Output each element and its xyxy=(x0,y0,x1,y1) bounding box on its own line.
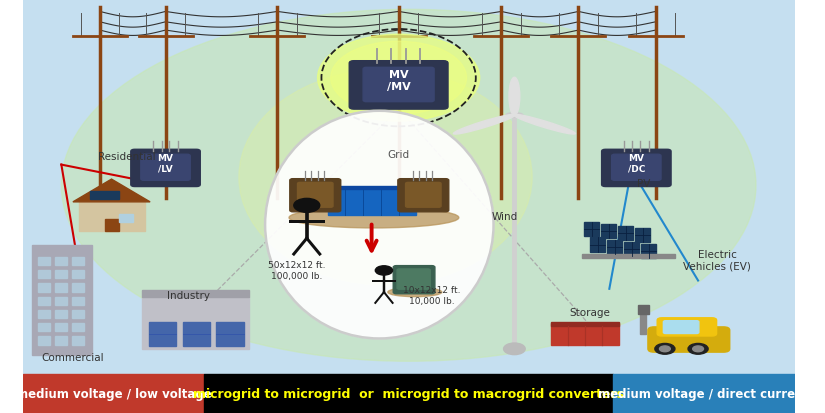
Bar xyxy=(38,257,50,266)
Text: MV
/LV: MV /LV xyxy=(158,154,173,173)
Ellipse shape xyxy=(454,115,515,135)
Bar xyxy=(72,271,83,279)
FancyBboxPatch shape xyxy=(611,155,661,181)
Bar xyxy=(638,306,648,314)
Bar xyxy=(23,374,204,413)
Ellipse shape xyxy=(239,70,532,285)
FancyBboxPatch shape xyxy=(394,266,435,294)
Bar xyxy=(328,188,417,216)
Ellipse shape xyxy=(289,208,459,228)
Bar xyxy=(634,228,650,242)
Bar xyxy=(38,271,50,279)
Bar xyxy=(551,322,620,326)
FancyBboxPatch shape xyxy=(141,155,191,181)
Bar xyxy=(182,323,210,347)
Bar xyxy=(55,297,67,305)
Text: PV: PV xyxy=(638,179,651,189)
Bar xyxy=(624,242,639,256)
Circle shape xyxy=(659,346,670,352)
Bar xyxy=(38,297,50,305)
Ellipse shape xyxy=(506,114,523,118)
FancyBboxPatch shape xyxy=(298,183,333,208)
Text: medium voltage / low voltage: medium voltage / low voltage xyxy=(16,387,211,400)
Bar xyxy=(143,297,249,349)
Bar xyxy=(582,254,675,258)
Text: MV
/DC: MV /DC xyxy=(628,154,645,173)
Circle shape xyxy=(503,343,526,355)
Ellipse shape xyxy=(509,78,520,116)
FancyBboxPatch shape xyxy=(601,150,671,187)
FancyBboxPatch shape xyxy=(363,68,434,102)
Bar xyxy=(38,284,50,292)
Text: Grid: Grid xyxy=(388,150,410,160)
FancyBboxPatch shape xyxy=(131,150,200,187)
Bar xyxy=(216,323,244,347)
Bar xyxy=(38,337,50,345)
Bar xyxy=(55,257,67,266)
Text: Residential: Residential xyxy=(98,152,156,162)
Ellipse shape xyxy=(61,10,756,361)
FancyBboxPatch shape xyxy=(398,179,449,212)
Bar xyxy=(143,291,249,297)
FancyBboxPatch shape xyxy=(663,321,699,334)
Circle shape xyxy=(655,344,675,354)
Circle shape xyxy=(318,35,479,122)
FancyBboxPatch shape xyxy=(658,318,717,336)
Bar xyxy=(618,226,634,240)
Bar xyxy=(584,222,599,236)
Bar xyxy=(55,310,67,318)
FancyBboxPatch shape xyxy=(406,183,441,208)
Text: Storage: Storage xyxy=(569,307,610,317)
Bar xyxy=(106,220,120,231)
Bar xyxy=(72,297,83,305)
Circle shape xyxy=(688,344,708,354)
Ellipse shape xyxy=(265,112,493,339)
Bar xyxy=(90,192,120,199)
Bar xyxy=(72,284,83,292)
Bar xyxy=(641,244,657,258)
FancyBboxPatch shape xyxy=(397,269,431,290)
Bar xyxy=(328,186,417,190)
Bar xyxy=(204,374,613,413)
Ellipse shape xyxy=(388,288,442,297)
Circle shape xyxy=(294,199,320,213)
Bar xyxy=(72,310,83,318)
Bar xyxy=(55,271,67,279)
Text: Wind: Wind xyxy=(492,212,518,222)
Polygon shape xyxy=(73,180,150,202)
Text: Industry: Industry xyxy=(167,290,210,300)
Bar xyxy=(640,310,646,335)
FancyBboxPatch shape xyxy=(349,62,448,110)
Bar xyxy=(32,246,92,355)
Bar xyxy=(79,202,144,231)
Bar xyxy=(607,240,622,254)
Bar xyxy=(38,310,50,318)
FancyBboxPatch shape xyxy=(290,179,341,212)
Text: microgrid to microgrid  or  microgrid to macrogrid converters: microgrid to microgrid or microgrid to m… xyxy=(193,387,625,400)
Bar xyxy=(148,323,177,347)
Bar xyxy=(55,284,67,292)
Text: Electric
Vehicles (EV): Electric Vehicles (EV) xyxy=(683,249,752,271)
Bar xyxy=(120,215,133,222)
Circle shape xyxy=(693,346,704,352)
FancyBboxPatch shape xyxy=(648,327,730,352)
Text: 10x12x12 ft.
10,000 lb.: 10x12x12 ft. 10,000 lb. xyxy=(403,286,460,305)
Text: MV
/MV: MV /MV xyxy=(387,70,411,91)
Text: Commercial: Commercial xyxy=(41,352,104,362)
Circle shape xyxy=(331,42,467,115)
Bar xyxy=(38,323,50,332)
Bar xyxy=(613,374,794,413)
Bar xyxy=(72,323,83,332)
Bar xyxy=(72,337,83,345)
Bar xyxy=(72,257,83,266)
Ellipse shape xyxy=(514,115,575,135)
Circle shape xyxy=(375,266,393,275)
Bar xyxy=(55,337,67,345)
Bar xyxy=(590,238,606,252)
Bar xyxy=(55,323,67,332)
Bar xyxy=(601,224,616,238)
Text: 50x12x12 ft.
100,000 lb.: 50x12x12 ft. 100,000 lb. xyxy=(268,261,326,280)
Bar xyxy=(551,323,620,345)
Text: medium voltage / direct current: medium voltage / direct current xyxy=(598,387,809,400)
